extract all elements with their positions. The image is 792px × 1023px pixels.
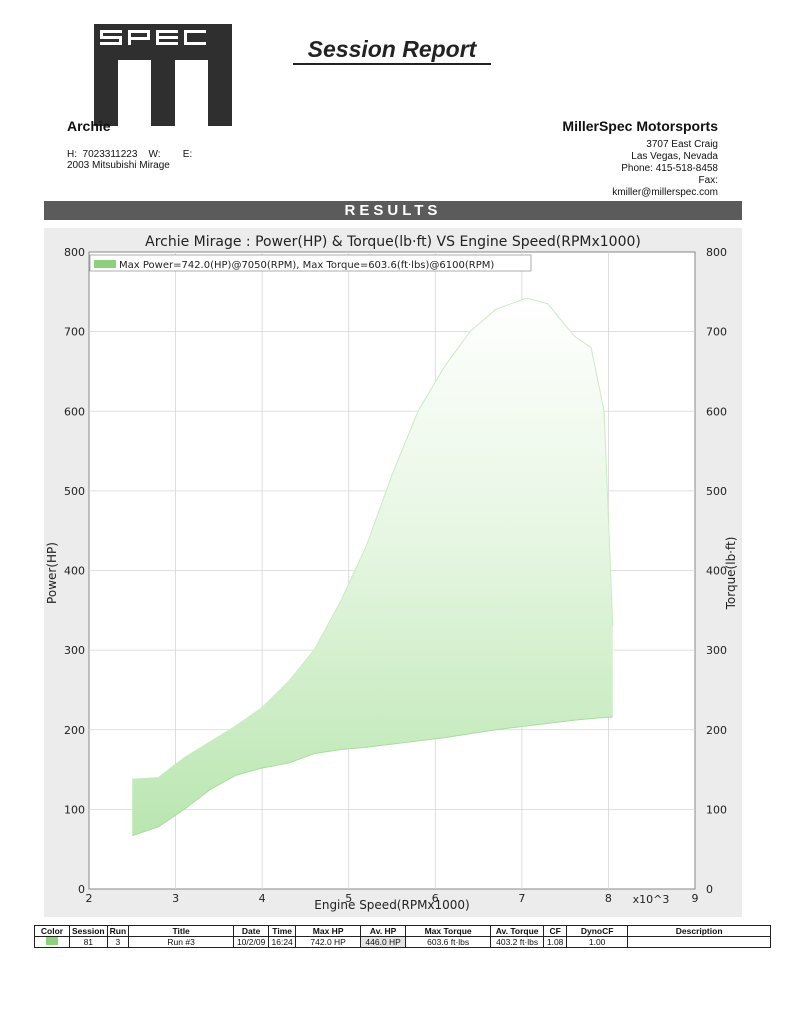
shop-address-line2: Las Vegas, Nevada [631,151,718,162]
session-cell: 81 [69,936,108,948]
table-header-cell: Color [34,925,70,937]
av-hp-cell: 446.0 HP [360,936,407,948]
results-table: Color Session Run Title Date Time Max HP Av. HP… [34,925,772,948]
y-tick-label-left: 200 [64,724,85,737]
y-tick-label-left: 400 [64,565,85,578]
x-tick-label: 8 [605,892,612,905]
customer-name: Archie [67,118,111,134]
y-axis-right: 0 100 200 300 400 500 600 700 800 [706,246,727,896]
table-header-cell: Max Torque [405,925,492,937]
legend-box [89,254,532,272]
shop-name: MillerSpec Motorsports [562,118,718,134]
x-tick-label: 3 [172,892,179,905]
table-header-cell: Max HP [295,925,362,937]
table-header-cell: Title [128,925,235,937]
results-section-bar: RESULTS [44,201,742,220]
table-header-cell: Description [627,925,772,937]
x-axis-multiplier: x10^3 [633,893,670,906]
legend-text: Max Power=742.0(HP)@7050(RPM), Max Torqu… [119,260,494,271]
y-tick-label-right: 100 [706,803,727,816]
description-cell [627,936,772,948]
vehicle-description: 2003 Mitsubishi Mirage [67,160,170,171]
y-tick-label-right: 800 [706,246,727,259]
y-axis-left: 0 100 200 300 400 500 600 700 800 [64,246,85,896]
y-tick-label-left: 600 [64,405,85,418]
power-curve [132,297,614,780]
cf-cell: 1.08 [543,936,568,948]
y-tick-label-left: 300 [64,644,85,657]
legend-swatch [94,260,116,268]
x-tick-label: 5 [345,892,352,905]
table-header-cell: Time [268,925,297,937]
x-axis-label: Engine Speed(RPMx1000) [314,898,470,912]
x-tick-label: 6 [432,892,439,905]
av-torque-cell: 403.2 ft·lbs [490,936,545,948]
max-torque-cell: 603.6 ft·lbs [405,936,492,948]
x-tick-label: 7 [518,892,525,905]
table-header-cell: DynoCF [566,925,629,937]
x-tick-label: 2 [86,892,93,905]
shop-email: kmiller@millerspec.com [612,187,718,198]
series-area [132,298,613,836]
report-title: Session Report [293,36,491,65]
y-tick-label-left: 800 [64,246,85,259]
x-tick-label: 4 [259,892,266,905]
title-cell: Run #3 [128,936,235,948]
table-header-cell: Session [69,925,108,937]
chart-title: Archie Mirage : Power(HP) & Torque(lb·ft… [145,234,641,250]
dyno-chart: Archie Mirage : Power(HP) & Torque(lb·ft… [45,234,738,912]
y-tick-label-left: 500 [64,485,85,498]
shop-fax: Fax: [698,175,718,186]
x-axis: 2 3 4 5 6 7 8 9 [86,892,699,905]
legend: Max Power=742.0(HP)@7050(RPM), Max Torqu… [89,254,532,272]
x-tick-label: 9 [692,892,699,905]
max-hp-cell: 742.0 HP [295,936,362,948]
date-cell: 10/2/09 [233,936,270,948]
torque-curve [132,716,613,837]
y-tick-label-right: 200 [706,724,727,737]
y-tick-label-right: 600 [706,405,727,418]
table-header-cell: Av. HP [360,925,407,937]
table-header-cell: CF [543,925,568,937]
table-header-cell: Date [233,925,270,937]
table-header-row: Color Session Run Title Date Time Max HP Av. HP… [34,925,772,937]
shop-phone: Phone: 415-518-8458 [621,163,718,174]
y-tick-label-left: 700 [64,326,85,339]
time-cell: 16:24 [268,936,297,948]
y-tick-label-right: 500 [706,485,727,498]
table-header-cell: Av. Torque [490,925,545,937]
run-cell: 3 [106,936,130,948]
color-cell [34,936,70,948]
data-series [132,297,614,837]
shop-info: MillerSpec Motorsports 3707 East Craig L… [562,118,718,199]
y-tick-label-right: 0 [706,883,713,896]
table-header-cell: Run [106,925,130,937]
customer-phone: H: 7023311223 W: E: [67,149,193,160]
y-axis-left-label: Power(HP) [45,542,59,604]
table-row: 81 3 Run #3 10/2/09 16:24 742.0 HP 446.0… [34,936,772,948]
y-tick-label-right: 700 [706,326,727,339]
shop-address-line1: 3707 East Craig [646,139,718,150]
dynocf-cell: 1.00 [566,936,629,948]
color-swatch [46,937,58,945]
millerspec-logo [92,22,234,128]
y-tick-label-left: 0 [78,883,85,896]
y-axis-right-label: Torque(lb·ft) [724,537,738,611]
y-tick-label-right: 300 [706,644,727,657]
y-tick-label-left: 100 [64,803,85,816]
y-tick-label-right: 400 [706,565,727,578]
